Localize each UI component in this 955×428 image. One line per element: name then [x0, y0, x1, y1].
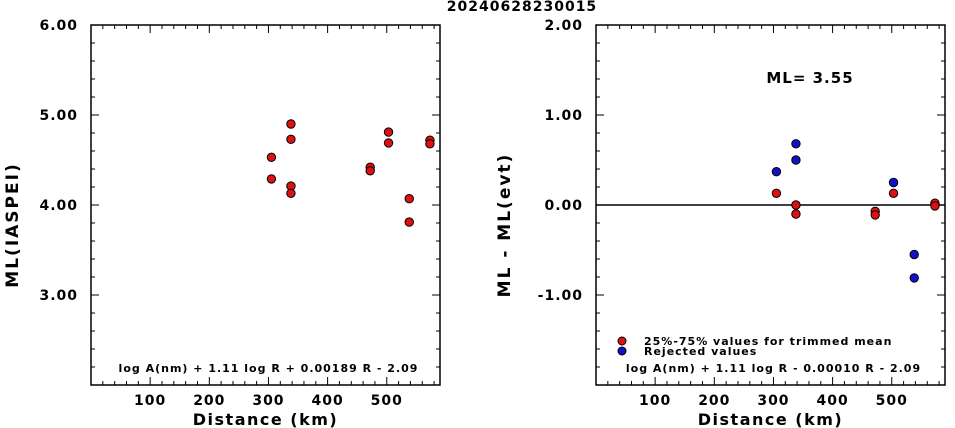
- legend-marker: [617, 346, 627, 356]
- data-point: [286, 119, 296, 129]
- legend-label: 25%-75% values for trimmed mean: [644, 335, 892, 348]
- x-tick-label: 400: [816, 393, 848, 409]
- data-point: [771, 188, 782, 199]
- x-tick-label: 200: [698, 393, 730, 409]
- chart-title: 20240628230015: [447, 0, 597, 15]
- y-tick-label: 5.00: [39, 108, 78, 124]
- legend-label: Rejected values: [644, 345, 757, 358]
- data-point: [286, 134, 296, 145]
- x-tick-label: 200: [193, 393, 225, 409]
- x-axis-label: Distance (km): [698, 410, 843, 428]
- data-point: [404, 217, 414, 227]
- data-point: [286, 188, 296, 199]
- y-tick-label: 4.00: [39, 198, 78, 214]
- data-point: [365, 166, 375, 176]
- data-point: [266, 152, 277, 163]
- data-point: [791, 139, 801, 149]
- ml-annotation: ML= 3.55: [766, 69, 853, 87]
- data-point: [791, 209, 801, 219]
- data-point: [383, 138, 394, 148]
- x-tick-label: 300: [757, 393, 789, 409]
- y-axis-label: ML - ML(evt): [495, 153, 515, 298]
- data-point: [791, 200, 801, 210]
- ml-vs-distance-panel: 3.00 4.00 5.00 6.00 100 200 300 400 500 Distance …: [3, 18, 441, 428]
- y-axis-label: ML(IASPEI): [3, 162, 23, 287]
- x-tick-label: 300: [252, 393, 284, 409]
- x-tick-label: 500: [876, 393, 908, 409]
- y-tick-label: 1.00: [544, 108, 583, 124]
- residual-vs-distance-panel: -1.00 0.00 1.00 2.00 100 200 300 400 500 Distance…: [495, 18, 946, 428]
- plot-frame: [90, 24, 441, 386]
- x-tick-label: 400: [311, 393, 343, 409]
- data-point: [909, 273, 919, 283]
- formula-text: log A(nm) + 1.11 log R - 0.00010 R - 2.0…: [626, 362, 921, 375]
- formula-text: log A(nm) + 1.11 log R + 0.00189 R - 2.0…: [119, 362, 419, 375]
- data-point: [791, 155, 801, 165]
- data-point: [930, 201, 940, 211]
- data-point: [888, 177, 899, 188]
- data-point: [870, 210, 880, 220]
- data-point: [383, 127, 394, 137]
- legend-marker: [617, 336, 627, 346]
- x-tick-label: 100: [134, 393, 166, 409]
- data-point: [404, 194, 414, 204]
- y-tick-label: 0.00: [544, 198, 583, 214]
- x-axis-label: Distance (km): [193, 410, 338, 428]
- y-tick-label: 3.00: [39, 288, 78, 304]
- data-point: [888, 188, 899, 199]
- data-point: [266, 174, 277, 184]
- data-point: [771, 167, 782, 177]
- x-tick-label: 500: [371, 393, 403, 409]
- y-tick-label: -1.00: [538, 288, 583, 304]
- x-tick-label: 100: [639, 393, 671, 409]
- y-tick-label: 6.00: [39, 18, 78, 34]
- y-tick-label: 2.00: [544, 18, 583, 34]
- data-point: [425, 139, 435, 149]
- data-point: [909, 249, 919, 260]
